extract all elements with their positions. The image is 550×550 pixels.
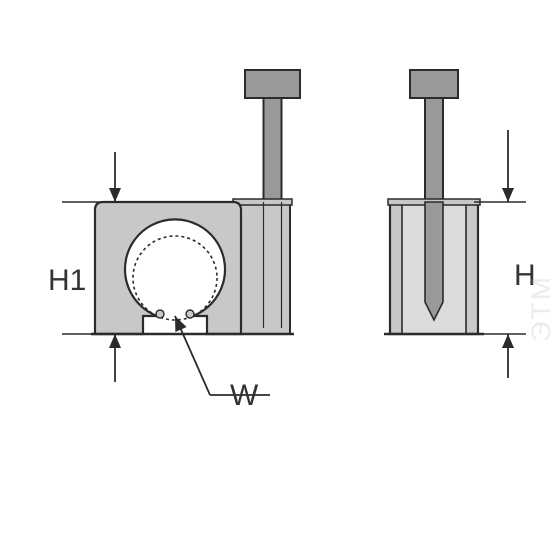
label-w: W	[230, 379, 259, 412]
label-h: H	[514, 259, 536, 292]
front-view	[91, 70, 300, 334]
side-view	[384, 70, 484, 334]
label-h1: H1	[48, 264, 86, 297]
cable-clip-diagram: H1 H W	[0, 0, 550, 550]
